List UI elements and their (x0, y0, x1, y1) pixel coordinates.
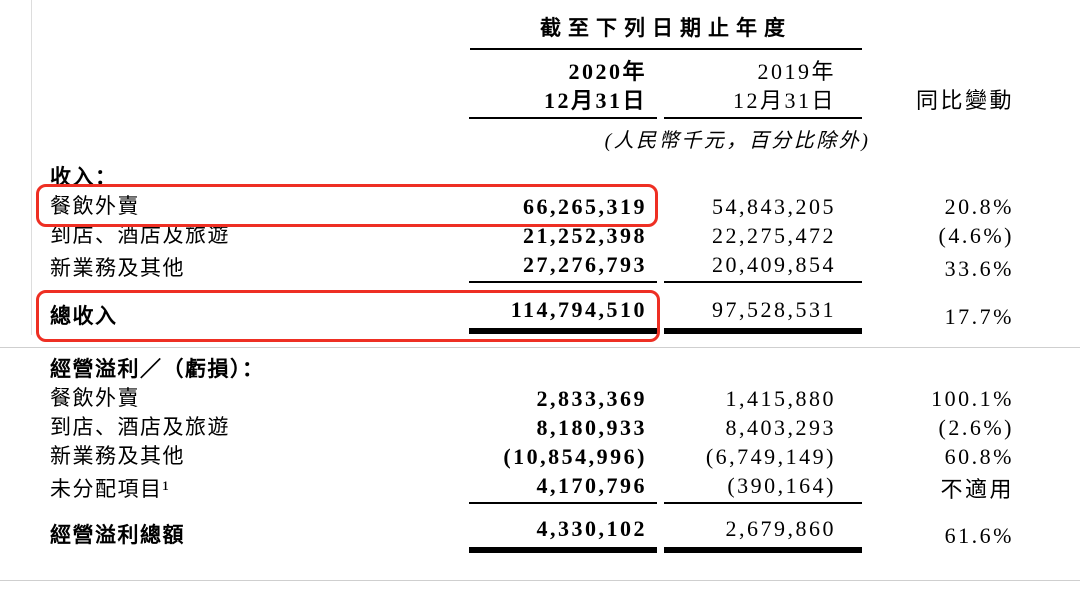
left-margin-artifact-line (31, 0, 32, 335)
section-operating-profit-heading: 經營溢利／（虧損）： (50, 357, 265, 381)
unit-note-row: (人民幣千元，百分比除外) (0, 119, 1030, 155)
value-change: 60.8% (944, 444, 1014, 469)
value-2020: 2,833,369 (536, 386, 647, 411)
row-label: 未分配項目¹ (50, 477, 171, 501)
table-row-food-delivery-profit: 餐飲外賣 2,833,369 1,415,880 100.1% (0, 384, 1030, 413)
table-row-new-initiatives-revenue: 新業務及其他 27,276,793 20,409,854 33.6% (0, 250, 1030, 283)
row-label: 到店、酒店及旅遊 (50, 223, 230, 247)
bottom-divider-line (0, 580, 1080, 581)
section-divider-line (0, 347, 1080, 348)
value-change: 33.6% (944, 256, 1014, 281)
value-2020: 114,794,510 (469, 295, 657, 334)
table-row-food-delivery-revenue: 餐飲外賣 66,265,319 54,843,205 20.8% (0, 192, 1030, 221)
value-2020: 66,265,319 (523, 194, 647, 219)
value-change: 17.7% (944, 304, 1014, 329)
row-label: 經營溢利總額 (50, 523, 185, 547)
value-2019: 22,275,472 (712, 223, 836, 248)
table-row-unallocated-items: 未分配項目¹ 4,170,796 (390,164) 不適用 (0, 471, 1030, 504)
highlight-box-food-delivery-revenue (36, 184, 658, 227)
row-label: 總收入 (50, 304, 118, 328)
section-operating-profit-heading-row: 經營溢利／（虧損）： (0, 331, 1030, 384)
year-header-row: 2020年 2019年 (0, 50, 1030, 86)
row-label: 新業務及其他 (50, 256, 185, 280)
value-2020: 4,330,102 (469, 514, 657, 553)
value-change: (4.6%) (938, 223, 1014, 248)
value-2020: 27,276,793 (469, 250, 657, 283)
highlight-box-total-revenue (36, 290, 660, 342)
value-2019: 20,409,854 (664, 250, 862, 283)
table-row-instore-hotel-travel-revenue: 到店、酒店及旅遊 21,252,398 22,275,472 (4.6%) (0, 221, 1030, 250)
row-label: 餐飲外賣 (50, 194, 140, 218)
table-row-instore-hotel-travel-profit: 到店、酒店及旅遊 8,180,933 8,403,293 (2.6%) (0, 413, 1030, 442)
col-change-header: 同比變動 (915, 88, 1014, 113)
value-2020: 4,170,796 (469, 471, 657, 504)
value-change: 不適用 (940, 477, 1014, 502)
value-2019: 97,528,531 (664, 295, 862, 334)
row-label: 到店、酒店及旅遊 (50, 415, 230, 439)
table-row-total-revenue: 總收入 114,794,510 97,528,531 17.7% (0, 283, 1030, 334)
table-row-total-operating-profit: 經營溢利總額 4,330,102 2,679,860 61.6% (0, 504, 1030, 553)
value-2019: (390,164) (664, 471, 862, 504)
value-change: 100.1% (931, 386, 1014, 411)
value-2019: 2,679,860 (664, 514, 862, 553)
value-2019: 1,415,880 (725, 386, 836, 411)
value-2019: (6,749,149) (705, 444, 836, 469)
date-header-row: 12月31日 12月31日 同比變動 (0, 86, 1030, 119)
period-header: 截至下列日期止年度 (470, 14, 862, 50)
table-row-new-initiatives-profit: 新業務及其他 (10,854,996) (6,749,149) 60.8% (0, 442, 1030, 471)
value-2020: 21,252,398 (523, 223, 647, 248)
row-label: 新業務及其他 (50, 444, 185, 468)
period-header-row: 截至下列日期止年度 (0, 14, 1030, 50)
col-2019-date: 12月31日 (664, 87, 862, 119)
value-2020: 8,180,933 (536, 415, 647, 440)
value-change: 61.6% (944, 523, 1014, 548)
row-label: 餐飲外賣 (50, 386, 140, 410)
col-2020-year: 2020年 (568, 59, 647, 84)
unit-note: (人民幣千元，百分比除外) (604, 130, 871, 152)
value-2019: 54,843,205 (712, 194, 836, 219)
value-2019: 8,403,293 (725, 415, 836, 440)
value-change: 20.8% (944, 194, 1014, 219)
col-2020-date: 12月31日 (469, 87, 657, 119)
col-2019-year: 2019年 (757, 59, 836, 84)
financial-table: 截至下列日期止年度 2020年 2019年 12月31日 12月31日 同比變動 (0, 14, 1030, 553)
value-2020: (10,854,996) (503, 444, 647, 469)
value-change: (2.6%) (938, 415, 1014, 440)
